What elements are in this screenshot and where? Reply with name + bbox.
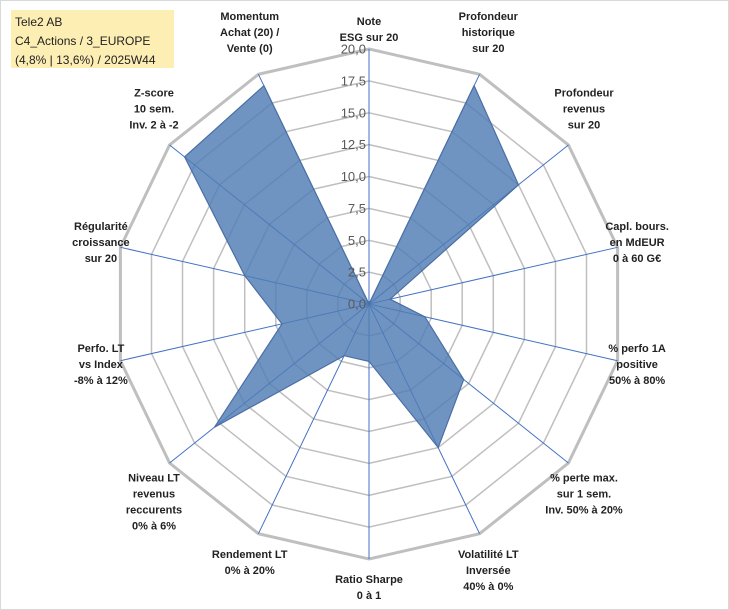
axis-label: % perfo 1A positive 50% à 80%: [608, 343, 666, 387]
axis-label-line: Régularité: [74, 221, 128, 233]
tick-label: 10,0: [341, 169, 366, 184]
series-point: [183, 155, 186, 158]
axis-label-line: positive: [616, 359, 658, 371]
series-point: [213, 426, 216, 429]
axis-label-line: Profondeur: [554, 88, 614, 100]
axis-label-line: Perfo. LT: [77, 343, 124, 355]
series-point: [343, 354, 346, 357]
axis-label-line: revenus: [133, 489, 175, 501]
axis-label-line: Note: [357, 16, 381, 28]
series-point: [368, 303, 371, 306]
tick-label: 17,5: [341, 73, 366, 88]
axis-label-line: 0 à 1: [357, 590, 381, 602]
series-point: [423, 315, 426, 318]
axis-label-line: 40% à 0%: [463, 581, 513, 593]
axis-label-line: Profondeur: [459, 11, 519, 23]
title-line-3: (4,8% | 13,6%) / 2025W44: [15, 53, 156, 67]
axis-label: Rendement LT 0% à 20%: [212, 549, 288, 577]
axis-label: Niveau LT revenus reccurents 0% à 6%: [126, 473, 182, 533]
series-point: [281, 322, 284, 325]
axis-label-line: historique: [462, 27, 515, 39]
axis-label-line: 0% à 6%: [132, 521, 176, 533]
axis-label-line: Vente (0): [227, 43, 273, 55]
axis-label: Note ESG sur 20: [340, 16, 399, 44]
axis-label-line: sur 20: [472, 43, 504, 55]
axis-label-line: en MdEUR: [610, 237, 665, 249]
axis-label-line: -8% à 12%: [74, 375, 128, 387]
axis-label: Régularité croissance sur 20: [72, 221, 129, 265]
axis-label-line: Rendement LT: [212, 549, 288, 561]
axis-label: Z-score 10 sem. Inv. 2 à -2: [129, 88, 178, 132]
axis-label: Ratio Sharpe 0 à 1: [335, 574, 403, 602]
axis-label-line: reccurents: [126, 505, 182, 517]
axis-label-line: 0 à 60 G€: [613, 253, 661, 265]
series-point: [462, 378, 465, 381]
series-point: [473, 84, 476, 87]
axis-label-line: Capl. bours.: [605, 221, 669, 233]
series-point: [368, 360, 371, 363]
tick-label: 2,5: [348, 265, 366, 280]
series-point: [389, 298, 392, 301]
tick-label: 12,5: [341, 137, 366, 152]
series-point: [437, 446, 440, 449]
axis-label-line: % perte max.: [550, 473, 618, 485]
axis-label: Perfo. LT vs Index -8% à 12%: [74, 343, 128, 387]
radial-tick-labels: 0,0 2,5 5,0 7,5 10,0 12,5 15,0 17,5 20,0: [341, 42, 366, 312]
axis-label: Capl. bours. en MdEUR 0 à 60 G€: [605, 221, 669, 265]
axis-label: Volatilité LT Inversée 40% à 0%: [458, 549, 519, 593]
axis-label-line: revenus: [563, 104, 605, 116]
tick-label: 0,0: [348, 297, 366, 312]
axis-label-line: Inv. 2 à -2: [129, 120, 178, 132]
series-layer: [183, 84, 520, 449]
tick-label: 5,0: [348, 233, 366, 248]
axis-label-line: vs Index: [79, 359, 124, 371]
axis-label-line: Inversée: [466, 565, 511, 577]
axis-label-line: sur 20: [568, 120, 600, 132]
series-area: [183, 84, 520, 449]
axis-label-line: Volatilité LT: [458, 549, 519, 561]
axis-label-line: 0% à 20%: [225, 565, 275, 577]
axis-label: Momentum Achat (20) / Vente (0): [220, 11, 279, 55]
axis-label-line: Achat (20) /: [220, 27, 279, 39]
axis-label-line: sur 20: [85, 253, 117, 265]
series-point: [262, 84, 265, 87]
axis-label-line: Niveau LT: [128, 473, 180, 485]
axis-labels: Note ESG sur 20 Profondeur historique sur 20…: [72, 11, 669, 602]
chart-title-box: Tele2 AB C4_Actions / 3_EUROPE (4,8% | 1…: [11, 10, 174, 68]
axis-label-line: croissance: [72, 237, 129, 249]
axis-label-line: 50% à 80%: [609, 375, 665, 387]
axis-label: Profondeur revenus sur 20: [554, 88, 614, 132]
series-point: [243, 274, 246, 277]
axis-label: % perte max. sur 1 sem. Inv. 50% à 20%: [545, 473, 623, 517]
series-point: [517, 183, 520, 186]
title-line-1: Tele2 AB: [15, 15, 63, 29]
tick-label: 7,5: [348, 201, 366, 216]
axis-label: Profondeur historique sur 20: [459, 11, 519, 55]
axis-label-line: Ratio Sharpe: [335, 574, 403, 586]
tick-label: 20,0: [341, 42, 366, 57]
axis-label-line: Z-score: [134, 88, 174, 100]
axis-spoke: [368, 246, 618, 305]
axis-label-line: Inv. 50% à 20%: [545, 505, 623, 517]
axis-label-line: ESG sur 20: [340, 32, 399, 44]
axis-label-line: 10 sem.: [134, 104, 174, 116]
title-line-2: C4_Actions / 3_EUROPE: [15, 34, 151, 48]
axis-label-line: sur 1 sem.: [557, 489, 611, 501]
axis-label-line: Momentum: [220, 11, 279, 23]
axis-label-line: % perfo 1A: [608, 343, 666, 355]
tick-label: 15,0: [341, 105, 366, 120]
